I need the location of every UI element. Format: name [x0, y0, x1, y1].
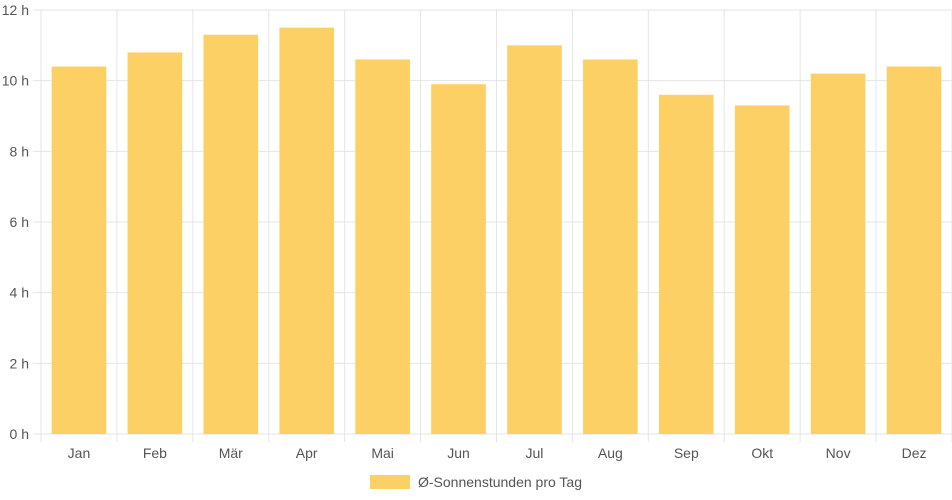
x-tick-label: Okt — [751, 445, 773, 461]
legend-swatch — [370, 475, 410, 489]
bar — [658, 94, 714, 435]
x-tick-label: Feb — [143, 445, 167, 461]
bar — [127, 52, 183, 435]
x-tick-label: Jul — [526, 445, 544, 461]
x-tick-label: Jun — [447, 445, 470, 461]
x-tick-label: Dez — [902, 445, 927, 461]
y-tick-label: 4 h — [10, 285, 29, 301]
y-tick-label: 10 h — [2, 73, 29, 89]
legend[interactable]: Ø-Sonnenstunden pro Tag — [0, 470, 952, 494]
x-tick-label: Nov — [826, 445, 851, 461]
bar — [734, 105, 790, 435]
bar — [886, 66, 942, 435]
x-tick-label: Aug — [598, 445, 623, 461]
legend-label: Ø-Sonnenstunden pro Tag — [418, 474, 582, 490]
bar — [507, 45, 562, 434]
x-tick-label: Mär — [219, 445, 243, 461]
bar — [583, 59, 638, 434]
bar — [203, 34, 259, 434]
bar-chart: 0 h 2 h 4 h 6 h 8 h 10 h 12 h Jan Feb Mär Apr Mai Ju… — [2, 2, 952, 461]
y-tick-label: 8 h — [10, 143, 29, 159]
x-tick-label: Apr — [296, 445, 318, 461]
x-tick-label: Mai — [371, 445, 394, 461]
y-tick-label: 0 h — [10, 426, 29, 442]
x-tick-label: Jan — [68, 445, 91, 461]
y-tick-label: 6 h — [10, 214, 29, 230]
y-tick-label: 12 h — [2, 2, 29, 18]
x-tick-label: Sep — [674, 445, 699, 461]
bar — [279, 27, 335, 435]
bar — [355, 59, 410, 434]
y-tick-label: 2 h — [10, 355, 29, 371]
bar — [810, 73, 866, 434]
bar — [51, 66, 107, 435]
bar — [431, 84, 486, 434]
